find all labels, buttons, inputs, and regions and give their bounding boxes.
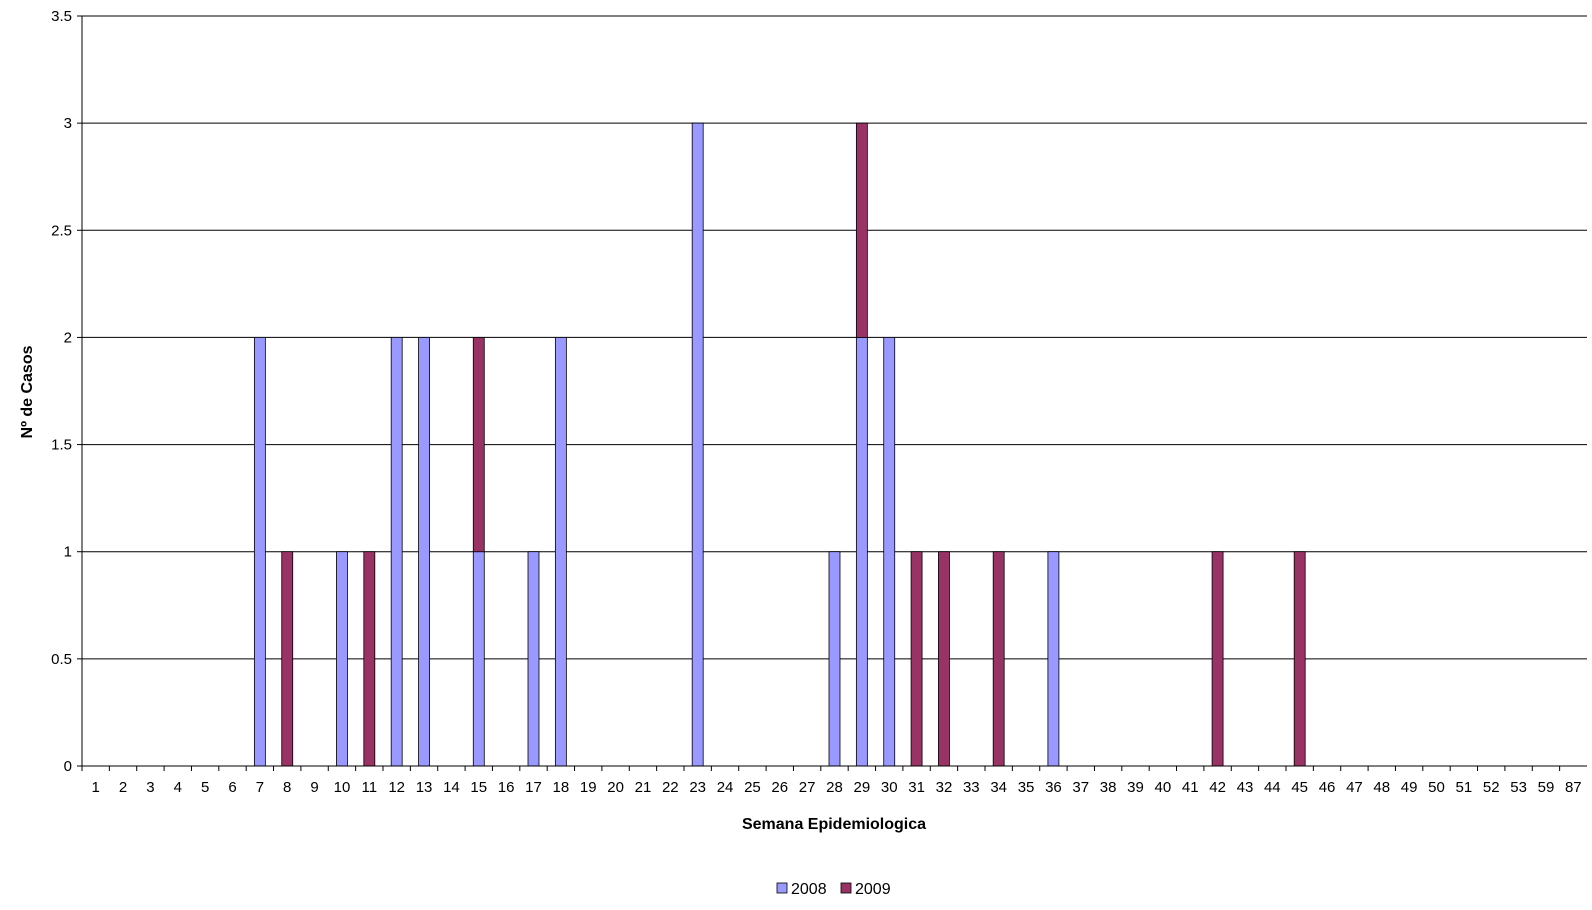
bar-2009-week-32 <box>938 551 950 767</box>
bar-2008-week-18 <box>554 337 567 767</box>
x-tick-label: 26 <box>771 779 788 796</box>
x-tick-label: 20 <box>607 779 624 796</box>
x-tick-label: 29 <box>854 779 871 796</box>
x-tick-label: 43 <box>1237 779 1254 796</box>
x-tick-label: 24 <box>717 779 734 796</box>
x-tick-label: 87 <box>1565 779 1582 796</box>
bar-2008-week-12 <box>390 337 403 767</box>
x-axis-title: Semana Epidemiologica <box>742 816 926 833</box>
x-tick-label: 13 <box>416 779 433 796</box>
gridlines <box>82 15 1587 660</box>
legend: 2008 2009 <box>776 881 891 898</box>
x-tick-label: 38 <box>1100 779 1117 796</box>
bar-2008-week-7 <box>253 337 266 767</box>
x-tick-label: 15 <box>470 779 487 796</box>
x-tick-label: 33 <box>963 779 980 796</box>
x-tick-label: 51 <box>1456 779 1473 796</box>
y-tick-label: 2.5 <box>51 222 72 239</box>
x-tick-label: 19 <box>580 779 597 796</box>
x-tick-label: 25 <box>744 779 761 796</box>
x-tick-label: 50 <box>1428 779 1445 796</box>
x-tick-label: 35 <box>1018 779 1035 796</box>
x-tick-label: 11 <box>362 779 378 796</box>
legend-label-2009: 2009 <box>855 881 891 898</box>
x-tick-label: 31 <box>908 779 925 796</box>
bar-2009-week-29 <box>855 122 868 338</box>
x-tick-label: 22 <box>662 779 679 796</box>
bars <box>253 122 1306 767</box>
x-tick-label: 30 <box>881 779 898 796</box>
bar-2009-week-11 <box>363 551 376 767</box>
bar-2009-week-31 <box>910 551 923 767</box>
x-tick-label: 52 <box>1483 779 1500 796</box>
x-tick-label: 23 <box>689 779 706 796</box>
y-tick-label: 1 <box>64 544 72 561</box>
x-tick-label: 59 <box>1538 779 1555 796</box>
x-tick-label: 48 <box>1373 779 1390 796</box>
x-tick-labels: 1 2 3 4 5 6 7 8 9 10 11 12 13 14 15 16 17 18 19 20 21 22 23 24 2… <box>81 766 1582 796</box>
x-tick-label: 3 <box>146 779 154 796</box>
x-tick-label: 6 <box>228 779 236 796</box>
x-tick-label: 9 <box>310 779 318 796</box>
y-tick-label: 2 <box>64 329 72 346</box>
x-tick-label: 47 <box>1346 779 1363 796</box>
x-tick-label: 37 <box>1072 779 1089 796</box>
axes <box>81 16 1587 767</box>
y-tick-label: 0 <box>64 758 72 775</box>
x-tick-label: 7 <box>256 779 264 796</box>
x-tick-label: 41 <box>1182 779 1199 796</box>
x-tick-label: 46 <box>1319 779 1336 796</box>
x-tick-label: 18 <box>553 779 570 796</box>
y-tick-labels: 0 0.5 1 1.5 2 2.5 3 3.5 <box>51 8 82 775</box>
bar-2009-week-15 <box>472 337 485 553</box>
bar-2008-week-23 <box>691 122 704 767</box>
x-tick-label: 27 <box>799 779 816 796</box>
x-tick-label: 34 <box>990 779 1007 796</box>
y-axis-title: Nº de Casos <box>19 345 36 438</box>
bar-2008-week-28 <box>828 551 841 767</box>
x-tick-label: 8 <box>283 779 291 796</box>
x-tick-label: 10 <box>334 779 351 796</box>
legend-swatch-2008 <box>776 882 788 894</box>
bar-2008-week-36 <box>1047 551 1060 767</box>
x-tick-label: 32 <box>936 779 953 796</box>
x-tick-label: 14 <box>443 779 460 796</box>
x-tick-label: 44 <box>1264 779 1281 796</box>
x-tick-label: 5 <box>201 779 209 796</box>
x-tick-label: 17 <box>525 779 542 796</box>
y-tick-label: 3.5 <box>51 8 72 25</box>
bar-2009-week-8 <box>281 551 294 767</box>
bar-2008-week-17 <box>527 551 540 767</box>
bar-2008-week-29 <box>855 337 868 767</box>
y-tick-label: 0.5 <box>51 651 72 668</box>
x-tick-label: 4 <box>174 779 182 796</box>
legend-label-2008: 2008 <box>791 881 827 898</box>
bar-2008-week-15 <box>472 551 485 767</box>
x-tick-label: 53 <box>1510 779 1527 796</box>
bar-2008-week-13 <box>418 337 430 767</box>
x-tick-label: 36 <box>1045 779 1062 796</box>
x-tick-label: 40 <box>1155 779 1172 796</box>
y-tick-label: 3 <box>64 115 72 132</box>
x-tick-label: 49 <box>1401 779 1418 796</box>
x-tick-label: 28 <box>826 779 843 796</box>
bar-2008-week-30 <box>883 337 896 767</box>
y-tick-label: 1.5 <box>51 437 72 454</box>
bar-2009-week-42 <box>1211 551 1224 767</box>
x-tick-label: 45 <box>1291 779 1308 796</box>
bar-2009-week-45 <box>1293 551 1306 767</box>
x-tick-label: 42 <box>1209 779 1226 796</box>
x-tick-label: 39 <box>1127 779 1144 796</box>
bar-2009-week-34 <box>992 551 1005 767</box>
x-tick-label: 21 <box>635 779 652 796</box>
x-tick-label: 1 <box>92 779 100 796</box>
legend-swatch-2009 <box>840 882 852 894</box>
x-tick-label: 16 <box>498 779 515 796</box>
bar-2008-week-10 <box>336 551 348 767</box>
x-tick-label: 2 <box>119 779 127 796</box>
x-tick-label: 12 <box>388 779 405 796</box>
